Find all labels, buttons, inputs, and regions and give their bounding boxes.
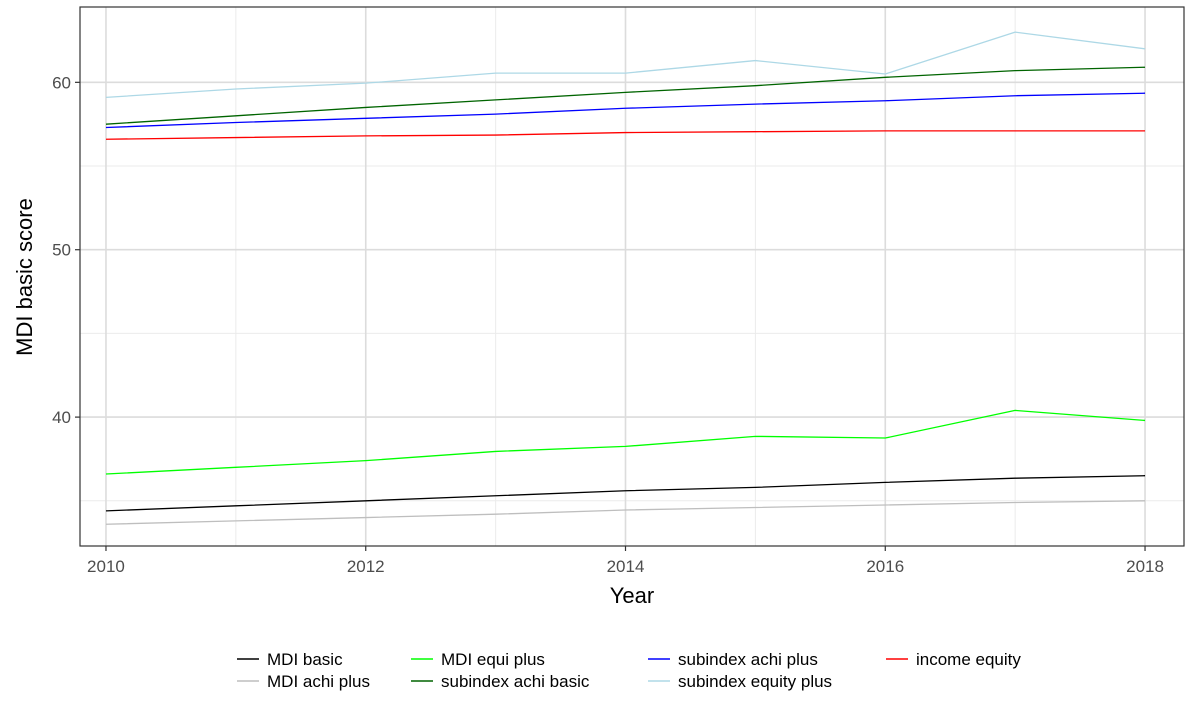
series-line (105, 92, 1146, 129)
legend-label: income equity (916, 650, 1021, 669)
series-line (105, 475, 1146, 512)
legend-label: MDI equi plus (441, 650, 545, 669)
x-tick-label: 2014 (607, 557, 645, 576)
series-line (105, 409, 1146, 475)
series-line (105, 31, 1146, 99)
legend: MDI basic MDI achi plus MDI equi plus subin… (237, 650, 1021, 691)
legend-label: MDI basic (267, 650, 343, 669)
x-tick-label: 2016 (866, 557, 904, 576)
series-line (105, 500, 1146, 525)
y-tick-label: 60 (52, 73, 71, 92)
panel-border (79, 6, 1185, 547)
y-axis-title: MDI basic score (12, 198, 37, 356)
legend-label: MDI achi plus (267, 672, 370, 691)
x-tick-label: 2012 (347, 557, 385, 576)
series-layer (105, 31, 1146, 525)
legend-label: subindex achi basic (441, 672, 590, 691)
x-tick-label: 2018 (1126, 557, 1164, 576)
axis-layer: 2010 2012 2014 2016 2018 40 50 60 (52, 73, 1164, 576)
y-tick-label: 50 (52, 241, 71, 260)
legend-label: subindex achi plus (678, 650, 818, 669)
x-tick-label: 2010 (87, 557, 125, 576)
grid-layer (80, 7, 1184, 546)
legend-label: subindex equity plus (678, 672, 832, 691)
series-line (105, 66, 1146, 125)
y-tick-label: 40 (52, 408, 71, 427)
x-axis-title: Year (610, 583, 654, 608)
series-line (105, 130, 1146, 140)
